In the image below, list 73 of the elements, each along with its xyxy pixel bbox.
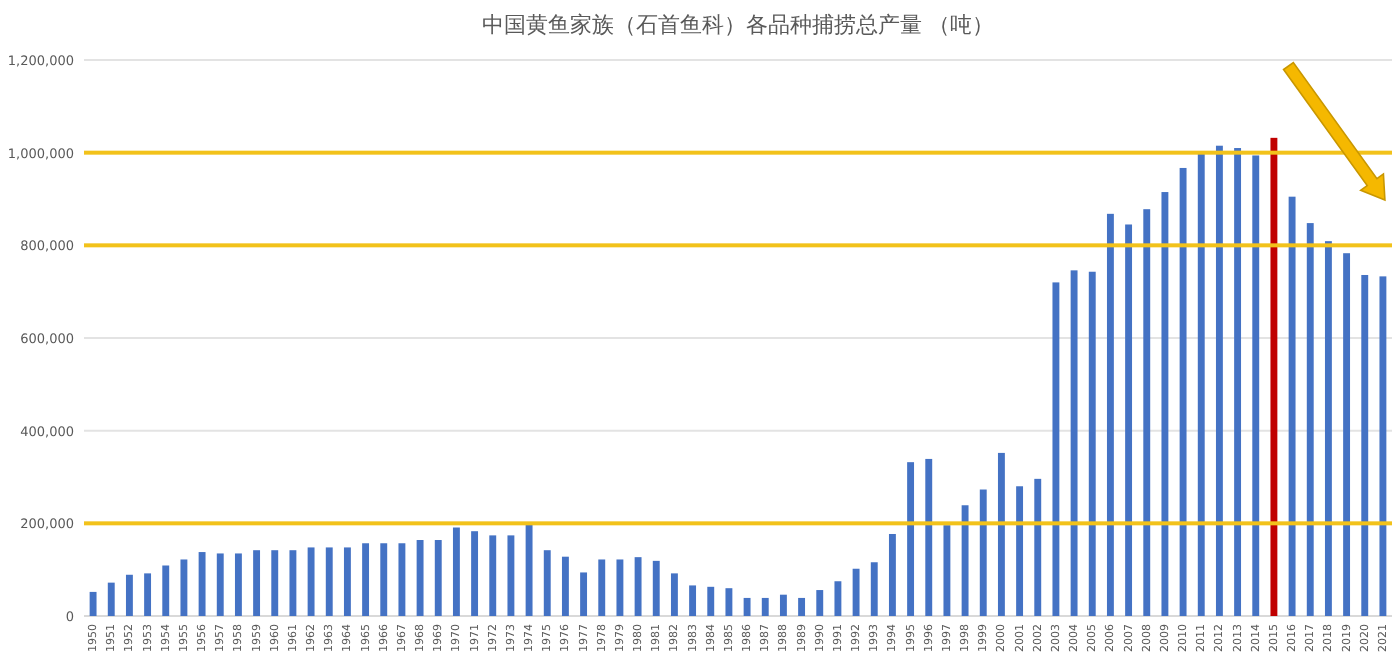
bar	[416, 540, 424, 616]
bar	[1088, 271, 1096, 616]
bar	[743, 597, 751, 616]
bar	[471, 531, 479, 616]
bar	[689, 585, 697, 616]
bar	[1306, 223, 1314, 616]
bar	[1234, 148, 1242, 616]
bar	[253, 550, 261, 616]
bar	[761, 597, 769, 616]
bar	[561, 556, 569, 616]
bar	[1215, 145, 1223, 616]
bar	[1161, 192, 1169, 616]
bar	[198, 552, 206, 616]
bar	[489, 535, 497, 616]
bar	[1197, 153, 1205, 616]
bar	[1288, 196, 1296, 616]
bar	[943, 525, 951, 616]
bar	[979, 489, 987, 616]
bar	[1034, 478, 1042, 616]
bar	[144, 573, 152, 616]
bar	[888, 533, 896, 616]
bar	[580, 572, 588, 616]
bar	[1361, 274, 1369, 616]
bar	[289, 550, 297, 616]
bar	[816, 590, 824, 616]
bar	[325, 547, 333, 616]
bar	[634, 557, 642, 616]
bar	[961, 505, 969, 616]
bar	[1343, 253, 1351, 616]
bar	[997, 452, 1005, 616]
bar	[452, 527, 460, 616]
bar	[507, 535, 515, 616]
bar	[1179, 167, 1187, 616]
bar	[271, 550, 279, 616]
bar	[343, 547, 351, 616]
bar	[362, 543, 370, 616]
bar	[1324, 241, 1332, 616]
bar	[1143, 209, 1151, 616]
bar	[543, 550, 551, 616]
bar	[307, 547, 315, 616]
bar	[180, 559, 188, 616]
bar	[434, 540, 442, 616]
bar	[525, 524, 533, 616]
bar	[598, 559, 606, 616]
bar	[870, 562, 878, 616]
bar	[1125, 224, 1133, 616]
bar	[162, 565, 170, 616]
bar	[216, 553, 224, 616]
bar	[834, 581, 842, 616]
bar	[1070, 270, 1078, 616]
bar	[89, 591, 97, 616]
bar	[852, 568, 860, 616]
bar	[107, 582, 115, 616]
bar	[1106, 213, 1114, 616]
bar	[1016, 486, 1024, 616]
bar	[234, 553, 242, 616]
bar	[925, 458, 933, 616]
bar	[1052, 282, 1060, 616]
bar	[725, 588, 733, 616]
bar	[1252, 155, 1260, 616]
chart-title: 中国黄鱼家族（石首鱼科）各品种捕捞总产量 （吨）	[481, 12, 995, 38]
bar	[907, 462, 915, 616]
bar	[1379, 276, 1387, 616]
bar	[670, 573, 678, 616]
bar	[398, 543, 406, 616]
bar	[798, 597, 806, 616]
bar	[380, 543, 388, 616]
bar	[707, 586, 715, 616]
bar	[616, 559, 624, 616]
bar	[652, 560, 660, 616]
bar	[779, 594, 787, 616]
bar	[1270, 137, 1278, 616]
bar	[125, 574, 133, 616]
